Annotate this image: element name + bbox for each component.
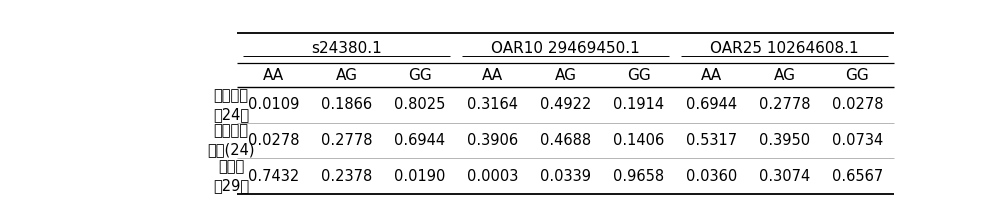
Text: 0.1914: 0.1914 xyxy=(613,97,664,112)
Text: 巴音布鲁
克羊(24): 巴音布鲁 克羊(24) xyxy=(207,124,255,157)
Text: GG: GG xyxy=(627,68,650,83)
Text: 0.4688: 0.4688 xyxy=(540,133,591,148)
Text: 0.2778: 0.2778 xyxy=(759,97,810,112)
Text: 多浪羊
（29）: 多浪羊 （29） xyxy=(213,159,249,193)
Text: 0.1866: 0.1866 xyxy=(321,97,372,112)
Text: 0.0339: 0.0339 xyxy=(540,169,591,184)
Text: 0.6567: 0.6567 xyxy=(832,169,883,184)
Text: 0.4922: 0.4922 xyxy=(540,97,591,112)
Text: 0.6944: 0.6944 xyxy=(394,133,445,148)
Text: 0.2378: 0.2378 xyxy=(321,169,372,184)
Text: 0.0109: 0.0109 xyxy=(248,97,300,112)
Text: 0.0360: 0.0360 xyxy=(686,169,737,184)
Text: GG: GG xyxy=(845,68,869,83)
Text: GG: GG xyxy=(408,68,432,83)
Text: 0.3074: 0.3074 xyxy=(759,169,810,184)
Text: AA: AA xyxy=(701,68,722,83)
Text: 0.2778: 0.2778 xyxy=(321,133,373,148)
Text: 0.3950: 0.3950 xyxy=(759,133,810,148)
Text: 0.3906: 0.3906 xyxy=(467,133,518,148)
Text: 0.7432: 0.7432 xyxy=(248,169,299,184)
Text: 阿勒泰羊
（24）: 阿勒泰羊 （24） xyxy=(213,88,249,122)
Text: OAR10 29469450.1: OAR10 29469450.1 xyxy=(491,41,640,56)
Text: 0.5317: 0.5317 xyxy=(686,133,737,148)
Text: 0.8025: 0.8025 xyxy=(394,97,445,112)
Text: 0.0003: 0.0003 xyxy=(467,169,518,184)
Text: OAR25 10264608.1: OAR25 10264608.1 xyxy=(710,41,859,56)
Text: AG: AG xyxy=(336,68,358,83)
Text: 0.1406: 0.1406 xyxy=(613,133,664,148)
Text: AG: AG xyxy=(773,68,795,83)
Text: AA: AA xyxy=(263,68,284,83)
Text: 0.9658: 0.9658 xyxy=(613,169,664,184)
Text: 0.3164: 0.3164 xyxy=(467,97,518,112)
Text: 0.0734: 0.0734 xyxy=(832,133,883,148)
Text: 0.0278: 0.0278 xyxy=(832,97,883,112)
Text: 0.0278: 0.0278 xyxy=(248,133,300,148)
Text: s24380.1: s24380.1 xyxy=(311,41,382,56)
Text: AG: AG xyxy=(555,68,577,83)
Text: 0.0190: 0.0190 xyxy=(394,169,445,184)
Text: 0.6944: 0.6944 xyxy=(686,97,737,112)
Text: AA: AA xyxy=(482,68,503,83)
